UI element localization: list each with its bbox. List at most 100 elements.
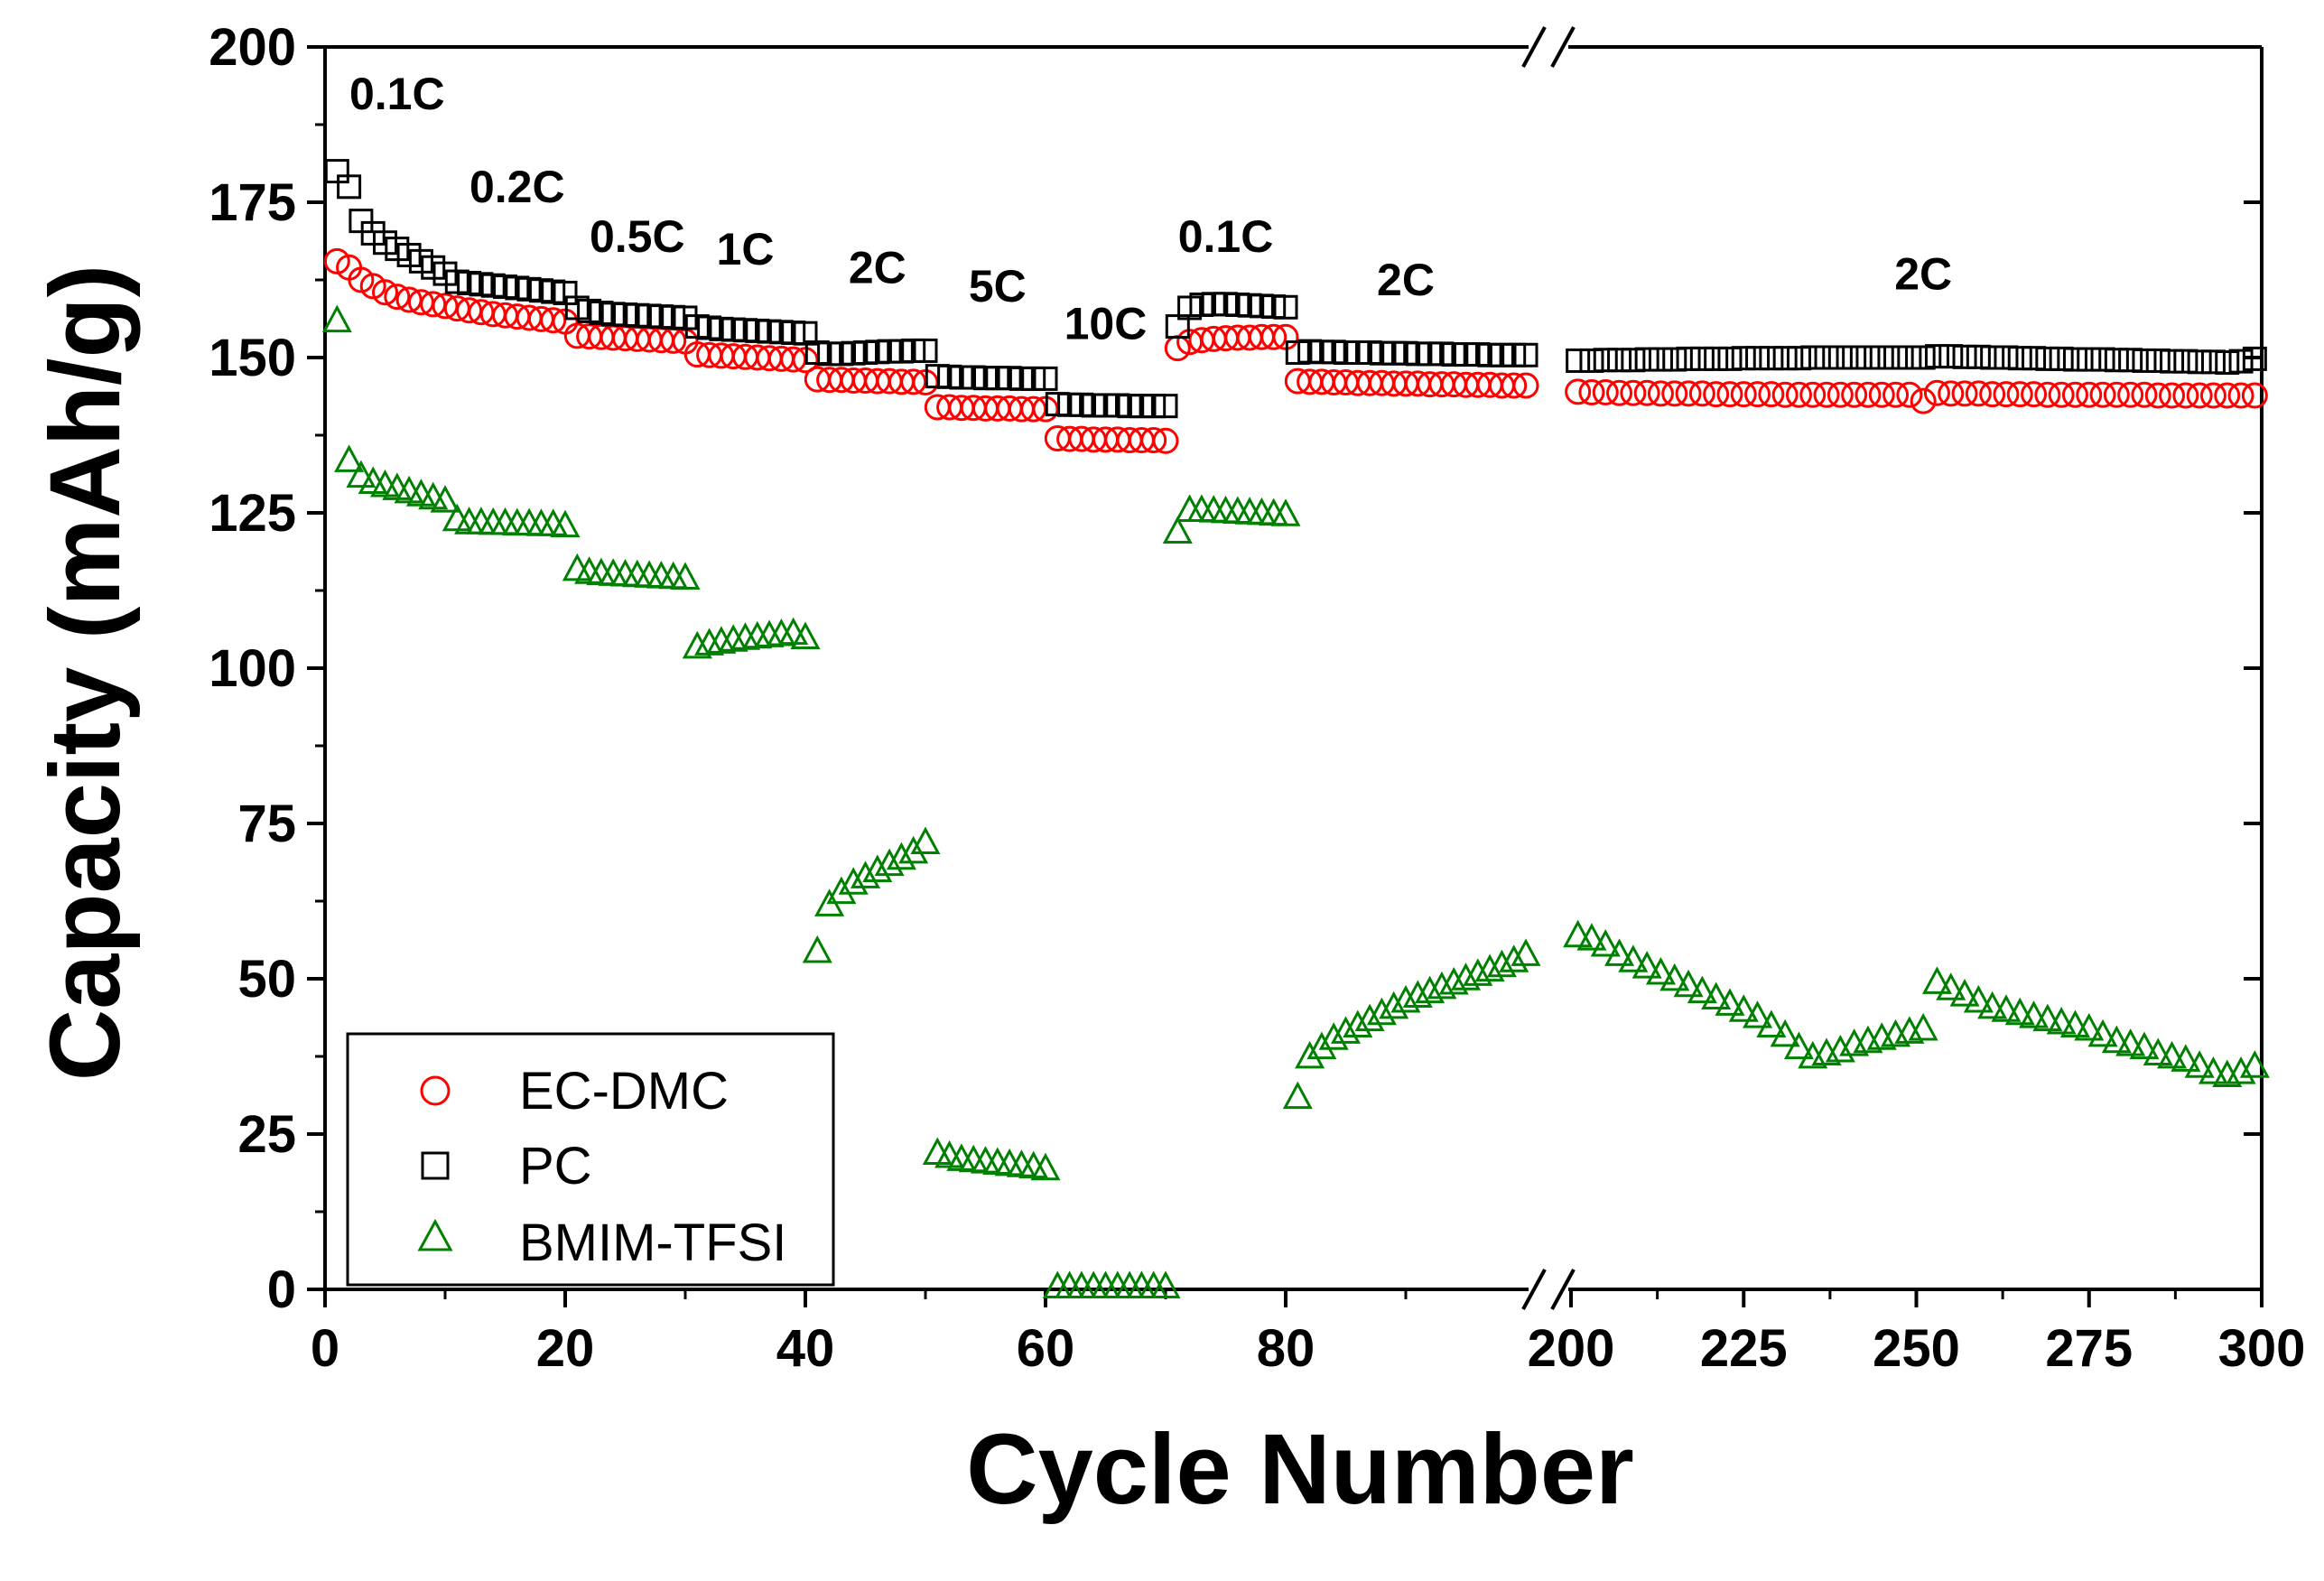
bmim-tfsi-point <box>1415 975 1446 1004</box>
rate-annotation: 5C <box>969 261 1027 312</box>
ec-dmc-point <box>2076 381 2103 408</box>
pc-point <box>2022 346 2047 371</box>
ec-dmc-point <box>1965 380 1992 407</box>
pc-point <box>1513 342 1538 367</box>
bmim-tfsi-point <box>550 509 581 538</box>
bmim-tfsi-point <box>1295 1040 1325 1069</box>
bmim-tfsi-point <box>802 935 832 963</box>
x-tick-label: 300 <box>2218 1319 2306 1378</box>
ec-dmc-point <box>1855 381 1882 408</box>
pc-point <box>2090 347 2115 372</box>
pc-point <box>1994 345 2019 370</box>
bmim-tfsi-point <box>1343 1009 1373 1037</box>
ec-dmc-point <box>1152 427 1179 454</box>
pc-point <box>1731 346 1756 371</box>
bmim-tfsi-point <box>1743 1000 1773 1028</box>
x-axis-title: Cycle Number <box>966 1414 1634 1525</box>
ec-dmc-point <box>359 273 386 300</box>
ec-dmc-point <box>348 266 375 293</box>
ec-dmc-point <box>1771 381 1799 408</box>
pc-point <box>1966 344 1991 369</box>
bmim-tfsi-point <box>1908 1012 1938 1041</box>
ec-dmc-point <box>1993 381 2020 408</box>
ec-dmc-point <box>2006 381 2033 408</box>
ec-dmc-point <box>2021 381 2048 408</box>
ec-dmc-point <box>2089 381 2116 408</box>
pc-point <box>1924 344 1949 369</box>
bmim-tfsi-point <box>1659 963 1690 991</box>
bmim-tfsi-point <box>1921 966 1952 994</box>
bmim-tfsi-point <box>1949 979 1980 1007</box>
pc-point <box>1273 294 1298 320</box>
ec-dmc-point <box>1675 380 1702 407</box>
pc-point <box>1910 345 1936 370</box>
legend-label-ec-dmc: EC-DMC <box>519 1062 729 1121</box>
bmim-tfsi-point <box>910 826 941 855</box>
bmim-tfsi-point <box>862 854 893 882</box>
ec-dmc-point <box>1501 372 1528 399</box>
bmim-tfsi-point <box>1728 994 1759 1022</box>
bmim-tfsi-point <box>1756 1009 1787 1037</box>
legend-marker-bmim-tfsi <box>417 1218 453 1251</box>
pc-point <box>1607 348 1632 373</box>
x-tick-label: 0 <box>311 1319 339 1378</box>
bmim-tfsi-point <box>1977 990 2008 1019</box>
pc-point <box>1634 347 1659 372</box>
pc-point <box>1648 347 1673 372</box>
bmim-tfsi-point <box>2226 1056 2256 1084</box>
pc-point <box>1952 344 1977 369</box>
bmim-tfsi-point <box>850 860 881 888</box>
rate-annotation: 10C <box>1064 298 1148 349</box>
bmim-tfsi-point <box>706 626 737 654</box>
bmim-tfsi-point <box>1687 975 1717 1004</box>
x-tick-label: 40 <box>776 1319 835 1378</box>
bmim-tfsi-point <box>2184 1050 2215 1078</box>
ec-dmc-point <box>1620 379 1647 406</box>
bmim-tfsi-point <box>670 562 701 590</box>
ec-dmc-point <box>2199 382 2226 409</box>
bmim-tfsi-point <box>2239 1050 2270 1078</box>
y-tick-label: 175 <box>209 173 296 232</box>
bmim-tfsi-point <box>1030 1152 1061 1181</box>
bmim-tfsi-point <box>2101 1025 2132 1054</box>
x-tick-label: 200 <box>1528 1319 1615 1378</box>
bmim-tfsi-point <box>1474 953 1505 982</box>
bmim-tfsi-point <box>1438 966 1469 995</box>
bmim-tfsi-point <box>346 460 376 488</box>
ec-dmc-point <box>1868 381 1895 408</box>
ec-dmc-point <box>2227 382 2254 409</box>
ec-dmc-point <box>2186 382 2213 409</box>
y-tick-label: 125 <box>209 484 296 543</box>
ec-dmc-point <box>1896 381 1923 408</box>
bmim-tfsi-point <box>790 621 821 649</box>
bmim-tfsi-point <box>1306 1031 1337 1060</box>
legend-box <box>346 1032 835 1287</box>
bmim-tfsi-point <box>874 848 905 877</box>
bmim-tfsi-point <box>1618 944 1649 972</box>
marks-layer <box>321 159 2270 1298</box>
x-tick-label: 250 <box>1873 1319 1960 1378</box>
pc-point <box>1855 345 1881 370</box>
axis-break-mark-bottom-0 <box>1521 1269 1547 1310</box>
ec-dmc-point <box>1785 381 1812 408</box>
bmim-tfsi-point <box>2046 1007 2077 1035</box>
bmim-tfsi-point <box>1783 1031 1814 1060</box>
pc-point <box>2242 346 2267 371</box>
annotations-layer: 0.1C 0.2C 0.5C 1C 2C 5C 10C 0.1C 2C 2C <box>349 69 1952 349</box>
ec-dmc-point <box>1938 380 1965 407</box>
ec-dmc-point <box>1730 381 1757 408</box>
pc-point <box>2160 349 2185 374</box>
bmim-tfsi-point <box>1963 984 1994 1013</box>
pc-point <box>2062 347 2087 372</box>
bmim-tfsi-point <box>1991 994 2022 1022</box>
bmim-tfsi-point <box>2157 1040 2188 1069</box>
x-tick-label: 80 <box>1257 1319 1315 1378</box>
y-tick-label: 100 <box>209 639 296 698</box>
pc-point <box>2145 348 2171 373</box>
ec-dmc-point <box>1758 381 1785 408</box>
pc-point <box>1842 345 1867 370</box>
x-tick-label: 60 <box>1017 1319 1075 1378</box>
pc-point <box>1745 346 1771 371</box>
pc-point <box>1897 345 1922 370</box>
ec-dmc-point <box>1661 380 1688 407</box>
